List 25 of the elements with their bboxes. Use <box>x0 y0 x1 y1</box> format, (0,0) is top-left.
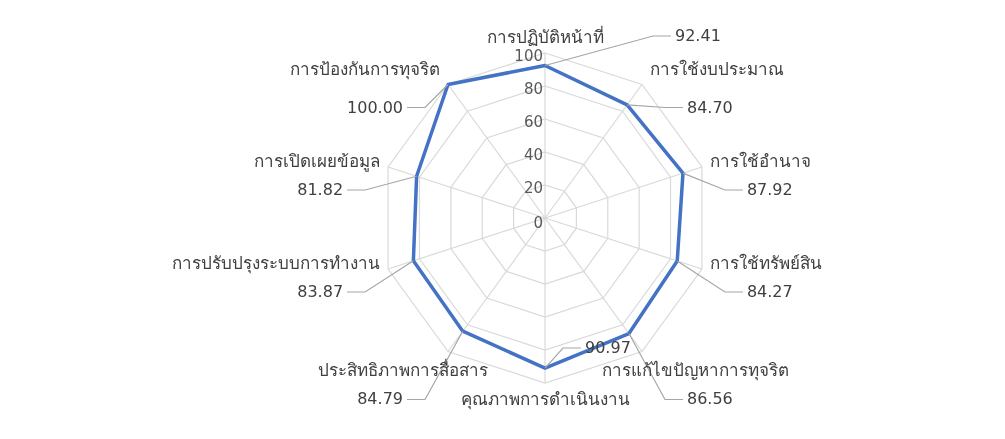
spoke-label: การเปิดเผยข้อมูล <box>254 151 381 173</box>
y-tick-label: 100 <box>514 47 543 65</box>
spoke-label: การใช้ทรัพย์สิน <box>709 252 822 273</box>
y-tick-label: 40 <box>523 146 543 164</box>
data-label: 100.00 <box>347 97 404 117</box>
data-label: 83.87 <box>297 281 344 301</box>
spoke-label: คุณภาพการดำเนินงาน <box>460 389 630 410</box>
y-tick-label: 0 <box>533 214 543 232</box>
spoke-label: การแก้ไขปัญหาการทุจริต <box>601 360 789 382</box>
data-label: 84.79 <box>357 389 404 409</box>
spoke-label: ประสิทธิภาพการสื่อสาร <box>318 358 489 381</box>
data-label: 84.27 <box>746 281 793 301</box>
spoke-label: การปรับปรุงระบบการทำงาน <box>172 252 381 274</box>
spoke-label: การใช้อำนาจ <box>709 151 811 172</box>
data-label: 92.41 <box>675 26 721 45</box>
y-tick-label: 20 <box>523 179 543 197</box>
data-label: 84.70 <box>686 97 733 117</box>
y-tick-label: 60 <box>523 113 543 131</box>
data-label: 86.56 <box>686 389 733 409</box>
data-label: 87.92 <box>746 180 793 200</box>
y-tick-label: 80 <box>523 80 543 98</box>
spoke-label: การป้องกันการทุจริต <box>290 58 441 80</box>
data-label: 81.82 <box>297 180 344 200</box>
spoke-label: การใช้งบประมาณ <box>649 58 784 79</box>
spoke-label: การปฏิบัติหน้าที่ <box>486 25 604 47</box>
